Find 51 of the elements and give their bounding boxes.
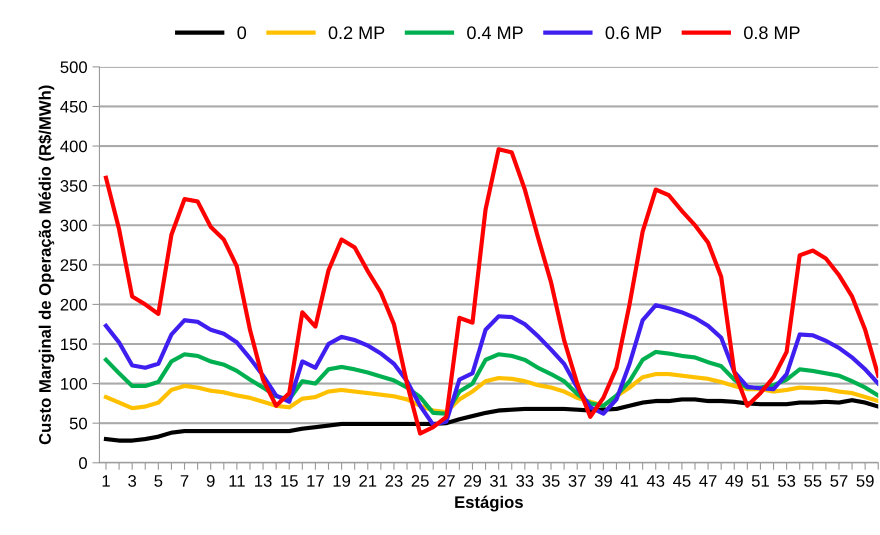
x-tick-label: 45 xyxy=(673,475,690,487)
legend-label: 0 xyxy=(237,26,246,40)
x-tick-label: 39 xyxy=(594,475,612,487)
x-tick-label: 7 xyxy=(180,475,188,487)
x-tick-label: 33 xyxy=(516,475,534,487)
x-tick-label: 17 xyxy=(307,475,324,487)
x-tick-label: 1 xyxy=(102,475,110,487)
line-series xyxy=(104,397,878,443)
x-tick-label: 43 xyxy=(646,475,664,487)
x-tick-label: 19 xyxy=(334,475,350,487)
x-tick-label: 25 xyxy=(412,475,429,487)
x-tick-label: 37 xyxy=(568,475,586,487)
x-tick-label: 11 xyxy=(229,475,245,487)
x-tick-label: 13 xyxy=(255,475,272,487)
legend-label: 0.2 MP xyxy=(328,26,384,40)
y-tick-label: 450 xyxy=(60,100,87,113)
x-tick-label: 51 xyxy=(752,475,769,487)
x-tick-label: 53 xyxy=(778,475,796,487)
x-tick-label: 15 xyxy=(281,475,298,487)
y-tick-label: 400 xyxy=(60,140,87,152)
y-tick-label: 350 xyxy=(60,180,87,192)
line-series xyxy=(104,303,878,427)
y-tick-label: 150 xyxy=(61,338,87,350)
x-tick-label: 35 xyxy=(542,475,560,487)
x-tick-label: 9 xyxy=(206,475,215,487)
y-tick-label: 50 xyxy=(70,418,87,430)
y-tick-label: 250 xyxy=(60,259,87,272)
legend-label: 0.6 MP xyxy=(606,26,662,40)
x-tick-label: 29 xyxy=(464,475,481,487)
x-tick-label: 27 xyxy=(438,475,455,487)
x-tick-label: 23 xyxy=(386,475,402,487)
x-tick-label: 57 xyxy=(830,475,848,487)
x-tick-label: 49 xyxy=(725,475,743,487)
x-tick-label: 21 xyxy=(359,475,376,487)
x-tick-label: 59 xyxy=(856,475,874,487)
y-tick-label: 100 xyxy=(61,378,87,390)
x-tick-label: 41 xyxy=(620,475,638,487)
y-tick-label: 300 xyxy=(60,220,87,232)
x-tick-label: 31 xyxy=(490,475,508,487)
y-tick-label: 200 xyxy=(60,298,87,311)
x-axis-title: Estágios xyxy=(455,496,523,512)
legend-label: 0.8 MP xyxy=(744,26,800,40)
y-axis-title: Custo Marginal de Operação Médio (R$/MWh) xyxy=(38,86,54,444)
x-tick-label: 55 xyxy=(804,475,822,487)
x-tick-label: 47 xyxy=(699,475,717,487)
line-series xyxy=(104,147,878,436)
x-tick-label: 3 xyxy=(128,475,136,487)
y-tick-label: 500 xyxy=(60,61,87,74)
y-tick-label: 0 xyxy=(79,457,87,469)
x-tick-label: 5 xyxy=(154,475,162,487)
legend-label: 0.4 MP xyxy=(467,26,523,40)
